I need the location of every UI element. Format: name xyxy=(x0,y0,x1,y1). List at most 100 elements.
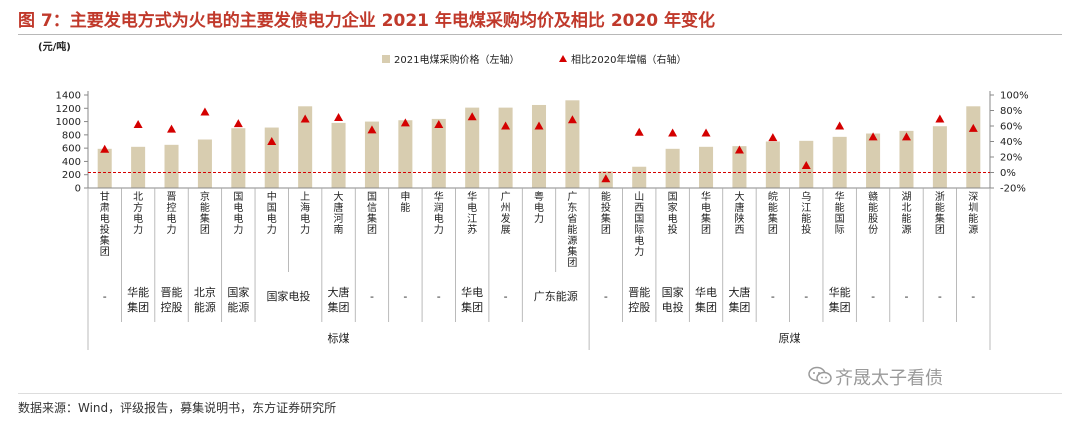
marker-申能 xyxy=(400,118,410,127)
parent-group-label: - xyxy=(771,290,775,303)
category-label: 上海电力 xyxy=(300,191,310,236)
parent-group-label: 大唐集团 xyxy=(728,285,750,314)
bar-中国电力 xyxy=(264,127,279,188)
right-axis-tick-label: 20% xyxy=(1000,153,1022,164)
marker-大唐陕西 xyxy=(734,145,744,154)
category-label: 国家电投 xyxy=(668,191,678,236)
marker-中国电力 xyxy=(267,137,277,145)
parent-group-label: 大唐集团 xyxy=(328,285,350,314)
category-label: 华电集团 xyxy=(701,190,711,236)
left-axis-tick-label: 0 xyxy=(75,184,81,195)
right-axis-tick-label: 80% xyxy=(1000,106,1022,117)
title-divider xyxy=(18,34,1062,35)
marker-深圳能源 xyxy=(968,123,978,132)
left-axis-tick-label: 1000 xyxy=(56,117,81,128)
left-axis-tick-label: 1400 xyxy=(56,91,81,102)
marker-国电电力 xyxy=(233,119,243,128)
parent-group-label: - xyxy=(437,290,441,303)
marker-北方电力 xyxy=(133,119,143,128)
bar-皖能集团 xyxy=(765,141,780,188)
source-note: 数据来源：Wind，评级报告，募集说明书，东方证券研究所 xyxy=(18,401,337,415)
bar-华电集团 xyxy=(699,146,714,188)
bar-国信集团 xyxy=(364,121,379,188)
parent-group-label: - xyxy=(403,290,407,303)
category-label: 乌江能投 xyxy=(801,190,811,236)
right-axis-tick-label: 60% xyxy=(1000,122,1022,133)
right-axis-tick-label: 100% xyxy=(1000,91,1029,102)
parent-group-label: - xyxy=(971,290,975,303)
parent-group-label: - xyxy=(938,290,942,303)
marker-粤电力 xyxy=(534,121,544,130)
bar-国家电投 xyxy=(665,148,680,188)
category-label: 广州发展 xyxy=(501,191,511,236)
parent-group-label: 国家能源 xyxy=(227,285,249,314)
parent-group-label: 华能集团 xyxy=(829,285,851,314)
bar-北方电力 xyxy=(131,146,146,188)
bar-赣能股份 xyxy=(866,133,881,188)
parent-group-label: 华电集团 xyxy=(695,285,717,314)
category-label: 国电电力 xyxy=(233,191,243,236)
wechat-icon xyxy=(808,366,832,385)
legend-triangle-label: 相比2020年增幅（右轴） xyxy=(571,53,686,66)
category-label: 深圳能源 xyxy=(968,191,978,236)
category-label: 大唐陕西 xyxy=(734,190,744,236)
parent-group-label: - xyxy=(871,290,875,303)
category-label: 湖北能源 xyxy=(901,191,911,236)
category-label: 皖能集团 xyxy=(768,190,778,236)
category-label: 赣能股份 xyxy=(868,190,878,236)
marker-甘肃电投集团 xyxy=(100,144,110,153)
bar-浙能集团 xyxy=(932,126,947,188)
category-label: 华润电力 xyxy=(434,190,444,236)
bar-甘肃电投集团 xyxy=(97,148,112,188)
parent-group-label: - xyxy=(504,290,508,303)
category-label: 申能 xyxy=(400,190,410,214)
legend-triangle-swatch xyxy=(559,55,567,62)
marker-华能国际 xyxy=(835,121,845,130)
category-label: 甘肃电投集团 xyxy=(100,190,110,258)
left-axis-tick-label: 200 xyxy=(62,170,81,181)
bar-上海电力 xyxy=(298,106,313,188)
marker-山西国际电力 xyxy=(634,127,644,136)
bar-广东省能源集团 xyxy=(565,100,580,188)
parent-group-label: 晋能控股 xyxy=(628,285,650,314)
marker-广州发展 xyxy=(501,121,511,130)
left-axis-tick-label: 400 xyxy=(62,157,81,168)
left-axis-tick-label: 1200 xyxy=(56,104,81,115)
category-label: 国信集团 xyxy=(367,191,377,236)
marker-京能集团 xyxy=(200,107,210,116)
marker-浙能集团 xyxy=(935,114,945,123)
marker-赣能股份 xyxy=(868,132,878,141)
category-label: 浙能集团 xyxy=(935,191,945,236)
marker-湖北能源 xyxy=(901,132,911,141)
legend-bar-label: 2021电煤采购价格（左轴） xyxy=(394,53,519,66)
category-label: 能投集团 xyxy=(601,190,611,236)
bar-粤电力 xyxy=(531,104,547,188)
bar-山西国际电力 xyxy=(632,166,647,188)
bar-华电江苏 xyxy=(465,107,480,188)
bar-湖北能源 xyxy=(899,130,914,188)
bar-大唐河南 xyxy=(331,122,346,188)
legend-bar-swatch xyxy=(382,55,390,63)
category-label: 华能国际 xyxy=(835,190,845,236)
marker-大唐河南 xyxy=(334,112,344,121)
bar-华能国际 xyxy=(832,136,847,188)
category-label: 粤电力 xyxy=(534,190,544,225)
footer-divider xyxy=(18,393,1062,394)
bar-大唐陕西 xyxy=(732,146,747,188)
category-label: 山西国际电力 xyxy=(634,191,644,258)
parent-group-label: 北京能源 xyxy=(194,285,216,314)
category-label: 北方电力 xyxy=(133,191,143,236)
bar-京能集团 xyxy=(197,139,212,188)
parent-group-label: 晋能控股 xyxy=(161,285,183,314)
category-label: 大唐河南 xyxy=(334,190,344,236)
marker-国信集团 xyxy=(367,125,377,134)
marker-晋控电力 xyxy=(167,124,177,133)
marker-皖能集团 xyxy=(768,133,778,142)
marker-上海电力 xyxy=(300,114,310,123)
category-label: 京能集团 xyxy=(200,190,210,236)
category-label: 广东省能源集团 xyxy=(567,191,577,269)
coal-type-label: 标煤 xyxy=(328,331,350,345)
parent-group-label: - xyxy=(804,290,808,303)
parent-group-label: 广东能源 xyxy=(534,289,578,303)
parent-group-label: 国家电投 xyxy=(662,285,684,314)
